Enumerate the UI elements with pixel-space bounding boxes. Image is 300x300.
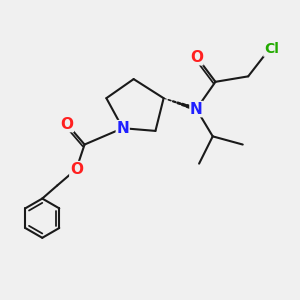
- Text: N: N: [190, 102, 203, 117]
- Text: Cl: Cl: [264, 42, 279, 56]
- Text: O: O: [190, 50, 203, 65]
- Text: N: N: [116, 121, 129, 136]
- Text: O: O: [60, 117, 73, 132]
- Text: O: O: [70, 162, 83, 177]
